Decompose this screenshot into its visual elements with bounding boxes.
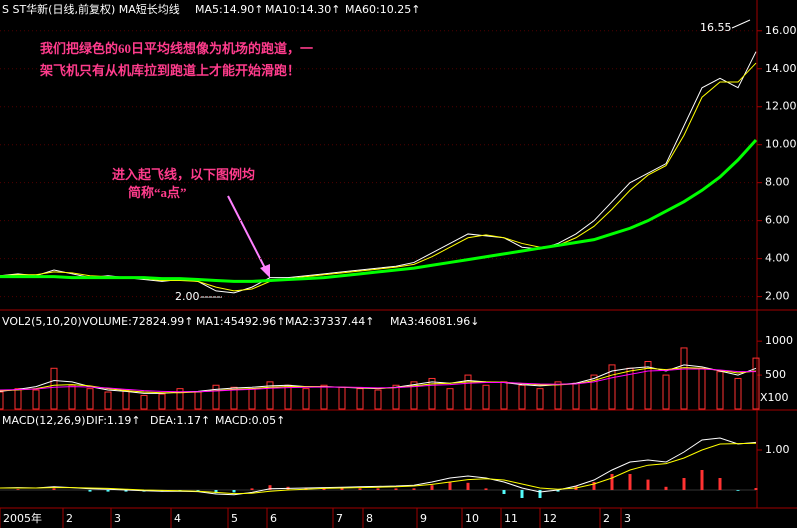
- volume-bar: [392, 384, 400, 410]
- volume-bar: [374, 389, 382, 410]
- x-tick-label: 3: [114, 512, 121, 525]
- y-tick-label: 16.00: [765, 24, 797, 37]
- y-tick-label: 4.00: [765, 252, 790, 265]
- volume-bar: [0, 391, 4, 410]
- volume-bar: [338, 386, 346, 410]
- arrow-head: [260, 264, 270, 278]
- volume-bar: [248, 388, 256, 410]
- x-tick-label: 2: [66, 512, 73, 525]
- volume-bar: [590, 374, 598, 410]
- volume-bar: [446, 388, 454, 410]
- volume-bar: [86, 388, 94, 410]
- volume-bar: [572, 382, 580, 410]
- volume-bar: [32, 389, 40, 410]
- legend-label: MACD:0.05↑: [215, 414, 285, 427]
- volume-bar: [734, 377, 742, 410]
- series-line: [0, 138, 758, 283]
- volume-bar: [698, 367, 706, 410]
- volume-bar: [122, 389, 130, 410]
- legend-label: MA3:46081.96↓: [390, 315, 479, 328]
- volume-bar: [50, 367, 58, 410]
- y-tick-label: 10.00: [765, 138, 797, 151]
- volume-bar: [644, 361, 652, 410]
- unit-label: X100: [760, 391, 789, 404]
- volume-bar: [680, 347, 688, 410]
- volume-bar: [500, 381, 508, 410]
- volume-bar: [428, 377, 436, 410]
- volume-bar: [752, 357, 760, 410]
- y-tick-label: 6.00: [765, 214, 790, 227]
- x-tick-label: 6: [270, 512, 277, 525]
- x-tick-label: 7: [336, 512, 343, 525]
- volume-bar: [716, 371, 724, 410]
- annotation: 架飞机只有从机库拉到跑道上才能开始滑跑！: [39, 63, 300, 78]
- volume-bar: [212, 384, 220, 410]
- x-tick-label: 5: [231, 512, 238, 525]
- series-line: [0, 368, 756, 393]
- panel-title: VOL2(5,10,20): [2, 315, 82, 328]
- volume-bar: [662, 374, 670, 410]
- series-line: [0, 442, 757, 495]
- y-tick-label: 1.00: [765, 443, 790, 456]
- volume-bar: [482, 384, 490, 410]
- y-tick-label: 14.00: [765, 62, 797, 75]
- legend-label: DIF:1.19↑: [86, 414, 141, 427]
- x-tick-label: 2005年: [3, 511, 42, 525]
- x-tick-label: 11: [504, 512, 518, 525]
- volume-bar: [464, 374, 472, 410]
- volume-bar: [158, 393, 166, 410]
- volume-bar: [230, 386, 238, 410]
- legend-label: MA2:37337.44↑: [285, 315, 374, 328]
- volume-bar: [302, 388, 310, 410]
- volume-bar: [266, 381, 274, 410]
- volume-bar: [356, 388, 364, 410]
- volume-bar: [14, 388, 22, 410]
- x-tick-label: 2: [603, 512, 610, 525]
- legend-label: MA60:10.25↑: [345, 3, 420, 16]
- y-tick-label: 2.00: [765, 290, 790, 303]
- volume-bar: [608, 364, 616, 410]
- panel-title: MACD(12,26,9): [2, 414, 86, 427]
- series-line: [0, 437, 757, 496]
- volume-bar: [518, 384, 526, 410]
- x-tick-label: 3: [624, 512, 631, 525]
- legend-label: DEA:1.17↑: [150, 414, 210, 427]
- x-tick-label: 4: [174, 512, 181, 525]
- x-tick-label: 8: [366, 512, 373, 525]
- y-tick-label: 12.00: [765, 100, 797, 113]
- y-tick-label: 1000: [765, 334, 793, 347]
- annotation-arrow: [227, 195, 269, 275]
- volume-bar: [410, 381, 418, 410]
- volume-bar: [320, 384, 328, 410]
- legend-label: MA1:45492.96↑: [196, 315, 285, 328]
- x-tick-label: 12: [543, 512, 557, 525]
- annotation-arrow: [731, 19, 751, 29]
- legend-label: MA10:14.30↑: [265, 3, 340, 16]
- volume-bar: [536, 388, 544, 410]
- volume-bar: [68, 384, 76, 410]
- volume-bar: [194, 391, 202, 410]
- volume-bar: [554, 381, 562, 410]
- volume-bar: [104, 391, 112, 410]
- annotation: 16.55: [700, 21, 732, 34]
- y-tick-label: 500: [765, 368, 786, 381]
- panel-title: S ST华新(日线,前复权) MA短长均线: [2, 2, 180, 16]
- annotation: 2.00: [175, 290, 200, 303]
- volume-bar: [140, 394, 148, 410]
- x-tick-label: 9: [420, 512, 427, 525]
- legend-label: MA5:14.90↑: [195, 3, 263, 16]
- y-tick-label: 8.00: [765, 176, 790, 189]
- volume-bar: [284, 384, 292, 410]
- annotation: 我们把绿色的60日平均线想像为机场的跑道，一: [40, 41, 313, 56]
- x-tick-label: 10: [465, 512, 479, 525]
- annotation: 简称“a点”: [128, 185, 187, 200]
- annotation: 进入起飞线，以下图例均: [112, 167, 255, 182]
- legend-label: VOLUME:72824.99↑: [82, 315, 193, 328]
- volume-bar: [176, 388, 184, 410]
